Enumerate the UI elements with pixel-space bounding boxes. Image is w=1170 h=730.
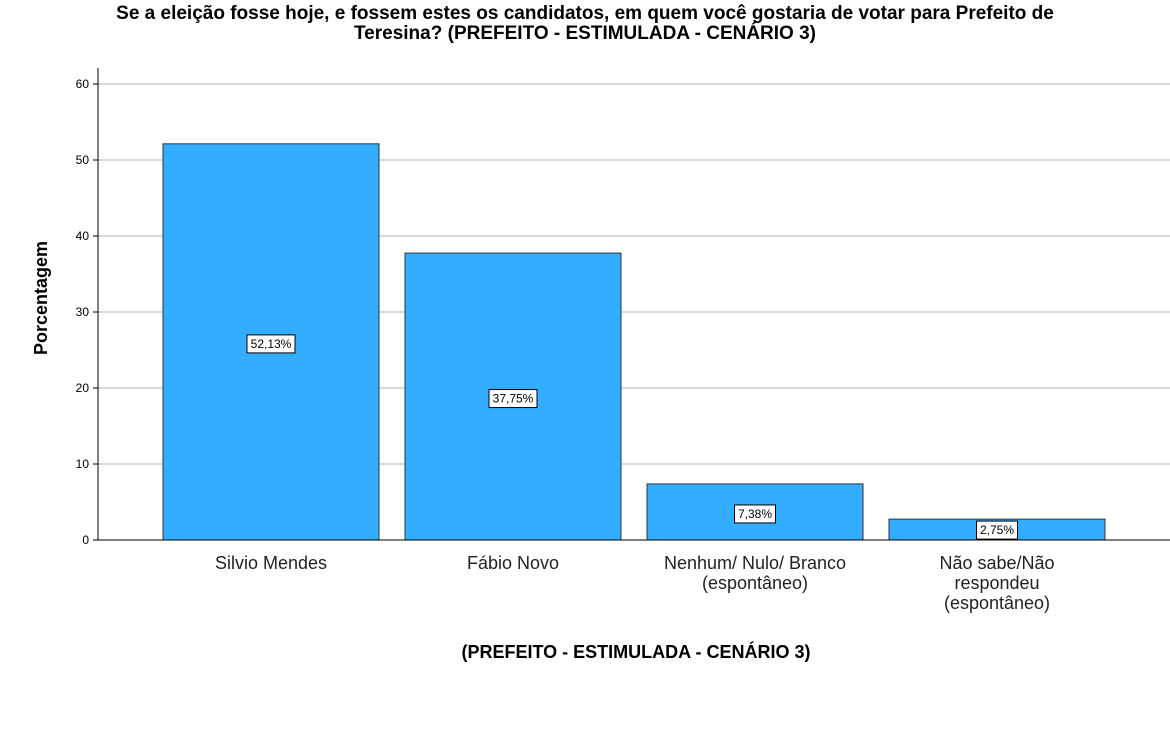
category-label: Nenhum/ Nulo/ Branco: [664, 553, 846, 573]
category-label: Não sabe/Não: [939, 553, 1054, 573]
category-label: respondeu: [954, 573, 1039, 593]
data-label: 7,38%: [738, 507, 772, 521]
data-label: 37,75%: [493, 392, 534, 406]
data-label-box: [488, 389, 538, 409]
category-label: (espontâneo): [702, 573, 808, 593]
chart-title-line-1: Se a eleição fosse hoje, e fossem estes …: [116, 3, 1054, 24]
y-tick-label: 60: [76, 77, 90, 91]
y-tick-label: 0: [82, 533, 89, 547]
data-label-box: [246, 334, 296, 354]
chart-title: Se a eleição fosse hoje, e fossem estes …: [0, 4, 1170, 44]
y-axis-ticks: 0 10 20 30 40 50 60: [76, 77, 98, 547]
data-labels: 52,13% 37,75% 7,38% 2,75%: [246, 334, 1018, 540]
category-label: (espontâneo): [944, 593, 1050, 613]
chart-title-line-2: Teresina? (PREFEITO - ESTIMULADA - CENÁR…: [353, 23, 817, 44]
y-tick-label: 30: [76, 305, 90, 319]
y-tick-label: 20: [76, 381, 90, 395]
bars: [162, 143, 1106, 541]
y-tick-label: 50: [76, 153, 90, 167]
y-tick-label: 10: [76, 457, 90, 471]
data-label-box: [734, 504, 776, 524]
y-tick-label: 40: [76, 229, 90, 243]
category-label: Fábio Novo: [467, 553, 559, 573]
x-axis-label: (PREFEITO - ESTIMULADA - CENÁRIO 3): [461, 641, 810, 662]
data-label: 2,75%: [980, 523, 1014, 537]
bar: [404, 252, 622, 541]
data-label: 52,13%: [251, 337, 292, 351]
y-axis-label: Porcentagem: [31, 241, 51, 355]
data-label-box: [976, 520, 1018, 540]
category-label: Silvio Mendes: [215, 553, 327, 573]
category-labels: Silvio Mendes Fábio Novo Nenhum/ Nulo/ Bra…: [215, 553, 1055, 613]
